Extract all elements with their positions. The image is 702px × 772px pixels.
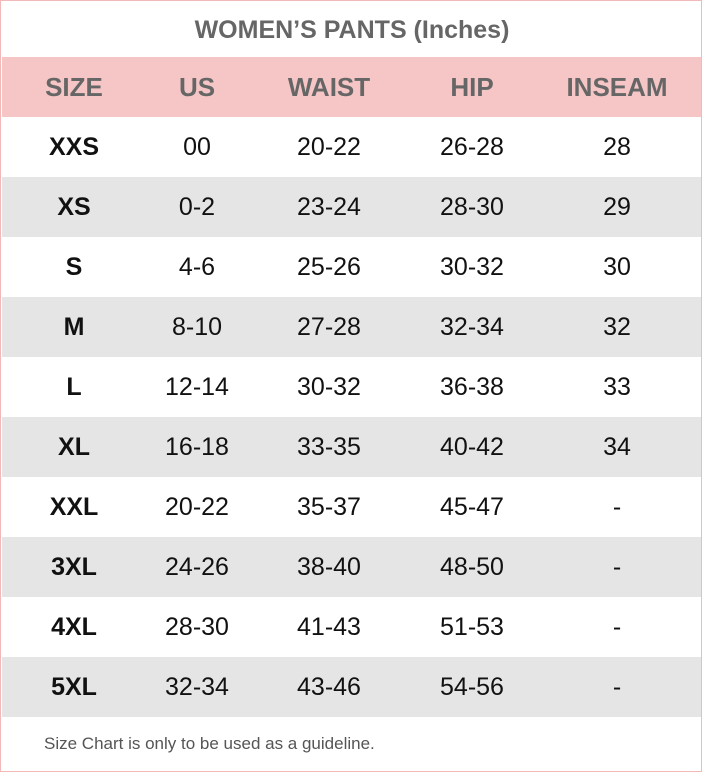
table-cell: - bbox=[612, 672, 622, 701]
table-cell: 16-18 bbox=[165, 432, 229, 461]
table-row: XXS 00 20-22 26-28 28 bbox=[2, 117, 701, 177]
table-cell: 40-42 bbox=[440, 432, 504, 461]
header-row: SIZE US WAIST HIP INSEAM bbox=[2, 57, 701, 117]
table-cell: 30-32 bbox=[440, 252, 504, 281]
table-cell: 48-50 bbox=[440, 552, 504, 581]
table-row: 3XL 24-26 38-40 48-50 - bbox=[2, 537, 701, 597]
table-cell: XXL bbox=[49, 492, 99, 521]
table-cell: 30-32 bbox=[297, 372, 361, 401]
table-cell: 24-26 bbox=[165, 552, 229, 581]
table-cell: 35-37 bbox=[297, 492, 361, 521]
table-cell: 00 bbox=[183, 132, 211, 161]
table-cell: - bbox=[612, 492, 622, 521]
table-cell: 30 bbox=[603, 252, 631, 281]
table-cell: 25-26 bbox=[297, 252, 361, 281]
table-cell: 43-46 bbox=[297, 672, 361, 701]
column-header: HIP bbox=[450, 71, 494, 102]
table-cell: 32-34 bbox=[165, 672, 229, 701]
table-cell: M bbox=[63, 312, 85, 341]
table-cell: 4XL bbox=[51, 612, 97, 641]
table-cell: 51-53 bbox=[440, 612, 504, 641]
table-cell: 5XL bbox=[51, 672, 97, 701]
column-header: INSEAM bbox=[566, 71, 668, 102]
column-header: SIZE bbox=[45, 71, 103, 102]
table-cell: 33-35 bbox=[297, 432, 361, 461]
table-cell: 20-22 bbox=[165, 492, 229, 521]
table-cell: 4-6 bbox=[178, 252, 216, 281]
table-cell: L bbox=[66, 372, 82, 401]
table-cell: 20-22 bbox=[297, 132, 361, 161]
column-header: US bbox=[178, 71, 216, 102]
chart-title: WOMEN’S PANTS (Inches) bbox=[194, 16, 510, 44]
table-row: S 4-6 25-26 30-32 30 bbox=[2, 237, 701, 297]
table-cell: 23-24 bbox=[297, 192, 361, 221]
column-header: WAIST bbox=[287, 71, 371, 102]
table-cell: 32-34 bbox=[440, 312, 504, 341]
table-cell: 32 bbox=[603, 312, 631, 341]
table-cell: 38-40 bbox=[297, 552, 361, 581]
table-cell: S bbox=[65, 252, 83, 281]
table-cell: 54-56 bbox=[440, 672, 504, 701]
table-cell: - bbox=[612, 552, 622, 581]
table-cell: 36-38 bbox=[440, 372, 504, 401]
table-row: 5XL 32-34 43-46 54-56 - bbox=[2, 657, 701, 717]
table-cell: 28-30 bbox=[440, 192, 504, 221]
table-cell: XXS bbox=[48, 132, 100, 161]
table-cell: 8-10 bbox=[171, 312, 223, 341]
table-row: 4XL 28-30 41-43 51-53 - bbox=[2, 597, 701, 657]
table-row: XL 16-18 33-35 40-42 34 bbox=[2, 417, 701, 477]
table-cell: 26-28 bbox=[440, 132, 504, 161]
table-row: L 12-14 30-32 36-38 33 bbox=[2, 357, 701, 417]
table-cell: XS bbox=[57, 192, 91, 221]
table-row: M 8-10 27-28 32-34 32 bbox=[2, 297, 701, 357]
table-cell: 28-30 bbox=[165, 612, 229, 641]
table-cell: 29 bbox=[603, 192, 631, 221]
table-cell: 34 bbox=[603, 432, 631, 461]
table-row: XS 0-2 23-24 28-30 29 bbox=[2, 177, 701, 237]
table-cell: - bbox=[612, 612, 622, 641]
table-cell: 12-14 bbox=[165, 372, 229, 401]
table-cell: 3XL bbox=[51, 552, 97, 581]
table-cell: 0-2 bbox=[178, 192, 216, 221]
footer-note: Size Chart is only to be used as a guide… bbox=[44, 734, 375, 753]
table-cell: 45-47 bbox=[440, 492, 504, 521]
table-cell: 27-28 bbox=[297, 312, 361, 341]
table-row: XXL 20-22 35-37 45-47 - bbox=[2, 477, 701, 537]
table-cell: 28 bbox=[603, 132, 631, 161]
table-cell: 33 bbox=[603, 372, 631, 401]
table-cell: XL bbox=[58, 432, 90, 461]
table-cell: 41-43 bbox=[297, 612, 361, 641]
